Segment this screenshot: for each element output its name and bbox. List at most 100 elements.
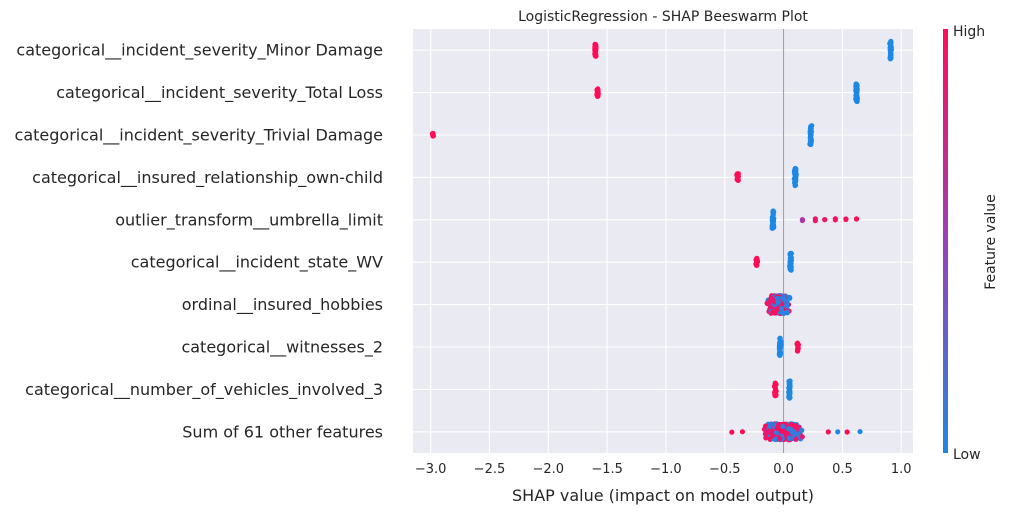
shap-point: [777, 340, 783, 346]
shap-point: [853, 90, 860, 96]
feature-row-dots: [729, 421, 863, 443]
shap-point: [786, 426, 792, 432]
dots-layer: [429, 38, 895, 443]
shap-point: [795, 342, 802, 348]
shap-point: [799, 217, 806, 224]
shap-point: [766, 299, 772, 305]
feature-label: Sum of 61 other features: [182, 422, 383, 441]
shap-point: [739, 429, 746, 435]
shap-point: [768, 295, 774, 301]
feature-row-dots: [764, 293, 793, 316]
feature-row-dots: [776, 335, 802, 358]
shap-point: [786, 389, 793, 395]
x-tick-label: −0.5: [709, 462, 741, 477]
feature-label: ordinal__insured_hobbies: [182, 295, 383, 315]
shap-point: [799, 427, 805, 433]
shap-point: [595, 90, 601, 96]
shap-point: [592, 45, 598, 51]
chart-title: LogisticRegression - SHAP Beeswarm Plot: [518, 9, 808, 25]
colorbar-high-label: High: [953, 24, 985, 40]
shap-point: [770, 212, 776, 218]
feature-label: categorical__incident_state_WV: [131, 253, 383, 273]
shap-point: [781, 297, 788, 303]
shap-point: [888, 40, 894, 46]
x-tick-label: −3.0: [415, 462, 447, 477]
shap-point: [772, 383, 778, 389]
feature-label: categorical__incident_severity_Trivial D…: [15, 126, 383, 146]
shap-point: [774, 307, 780, 313]
shap-point: [835, 429, 841, 435]
shap-point: [793, 436, 799, 442]
feature-row-dots: [769, 208, 860, 231]
shap-point: [780, 423, 786, 430]
shap-point: [787, 266, 793, 272]
shap-point: [812, 218, 818, 224]
feature-row-dots: [592, 38, 895, 62]
feature-row-dots: [753, 250, 795, 273]
shap-point: [787, 295, 793, 301]
shap-point: [787, 378, 793, 384]
shap-point: [857, 428, 863, 435]
x-tick-labels: −3.0 −2.5 −2.0 −1.5 −1.0 −0.5 0.0 0.5 1.0: [415, 462, 912, 477]
shap-point: [784, 303, 790, 309]
shap-point: [853, 216, 860, 222]
feature-label: categorical__incident_severity_Minor Dam…: [16, 41, 383, 61]
x-tick-label: 0.0: [773, 462, 794, 477]
shap-point: [808, 137, 814, 143]
shap-point: [753, 257, 759, 263]
shap-point: [429, 131, 436, 138]
shap-point: [843, 216, 849, 223]
shap-point: [762, 431, 768, 437]
x-tick-label: −2.5: [474, 462, 506, 477]
x-tick-label: −1.5: [591, 462, 623, 477]
shap-point: [789, 429, 795, 436]
shap-point: [776, 422, 782, 428]
feature-row-dots: [771, 378, 793, 401]
feature-row-dots: [594, 81, 860, 105]
feature-label: categorical__incident_severity_Total Los…: [56, 83, 383, 103]
shap-point: [808, 127, 814, 133]
shap-point: [754, 262, 760, 268]
shap-point: [778, 305, 785, 312]
x-axis-label: SHAP value (impact on model output): [512, 486, 814, 505]
plot-area: [413, 29, 913, 453]
shap-point: [776, 436, 783, 442]
shap-point: [774, 295, 780, 302]
shap-point: [768, 421, 774, 427]
shap-point: [772, 392, 778, 398]
shap-point: [781, 429, 788, 435]
shap-point: [822, 216, 828, 223]
shap-point: [593, 53, 599, 59]
shap-point: [769, 223, 775, 229]
shap-point: [595, 86, 601, 92]
shap-point: [773, 429, 780, 436]
shap-point: [735, 172, 741, 178]
shap-point: [729, 429, 735, 435]
x-tick-label: 1.0: [891, 462, 912, 477]
x-tick-label: −2.0: [533, 462, 565, 477]
shap-point: [780, 309, 786, 316]
shap-point: [825, 429, 831, 435]
x-tick-label: 0.5: [832, 462, 853, 477]
feature-row-dots: [429, 123, 815, 148]
shap-point: [787, 250, 793, 257]
colorbar-low-label: Low: [953, 447, 981, 463]
feature-label: categorical__number_of_vehicles_involved…: [25, 380, 383, 400]
shap-point: [844, 429, 850, 435]
shap-point: [792, 171, 798, 178]
shap-point: [784, 309, 791, 315]
feature-label: categorical__witnesses_2: [181, 338, 383, 358]
feature-label: categorical__insured_relationship_own-ch…: [32, 168, 383, 188]
feature-labels: categorical__incident_severity_Minor Dam…: [15, 41, 384, 442]
shap-point: [777, 348, 783, 354]
feature-row-dots: [734, 165, 799, 189]
feature-label: outlier_transform__umbrella_limit: [115, 210, 383, 230]
shap-point: [787, 259, 793, 265]
shap-point: [786, 435, 792, 441]
shap-point: [770, 218, 776, 224]
colorbar: [943, 29, 948, 453]
colorbar-title: Feature value: [983, 194, 999, 290]
shap-point: [853, 85, 860, 91]
shap-point: [763, 435, 769, 441]
